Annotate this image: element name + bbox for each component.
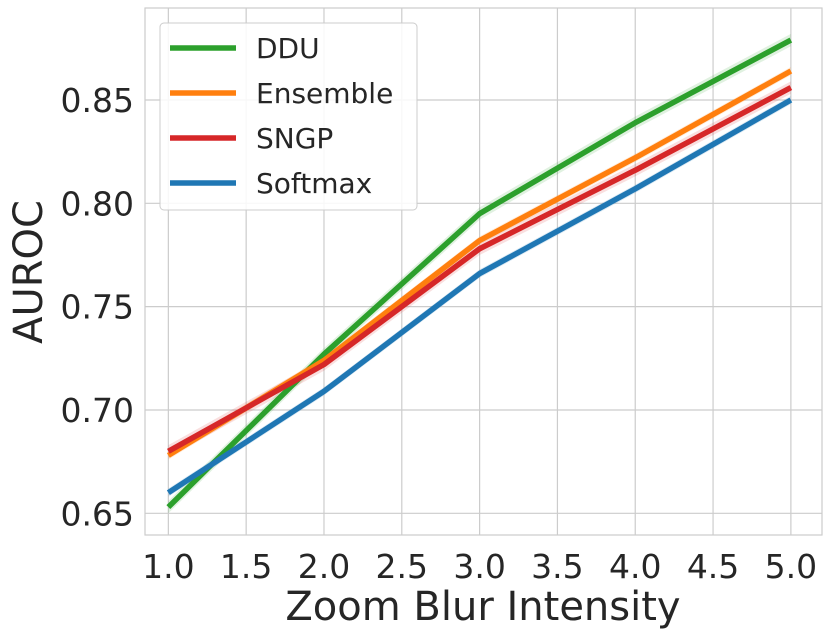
x-axis-title: Zoom Blur Intensity <box>285 584 680 630</box>
legend: DDU Ensemble SNGP Softmax <box>159 22 418 211</box>
series-line-softmax <box>166 97 793 495</box>
legend-item-softmax: Softmax <box>170 167 372 200</box>
x-tick-label: 2.5 <box>376 547 428 586</box>
x-tick-label: 5.0 <box>765 547 817 586</box>
y-tick-labels: 0.65 0.70 0.75 0.80 0.85 <box>61 81 134 533</box>
legend-label: SNGP <box>256 122 333 155</box>
x-tick-label: 3.0 <box>453 547 505 586</box>
legend-item-sngp: SNGP <box>170 122 333 155</box>
series-line-sngp <box>167 85 793 454</box>
x-tick-label: 1.0 <box>142 547 194 586</box>
x-tick-label: 4.5 <box>687 547 739 586</box>
legend-item-ensemble: Ensemble <box>170 77 393 110</box>
x-tick-label: 1.5 <box>220 547 272 586</box>
legend-frame <box>159 22 418 211</box>
x-tick-labels: 1.0 1.5 2.0 2.5 3.0 3.5 4.0 4.5 5.0 <box>142 547 817 586</box>
legend-label: Softmax <box>256 167 372 200</box>
y-tick-label: 0.70 <box>61 391 134 430</box>
series-lines <box>166 37 793 510</box>
y-tick-label: 0.65 <box>61 494 134 533</box>
series-line-ddu <box>166 37 793 510</box>
y-axis-title: AUROC <box>6 200 52 344</box>
plot-frame <box>144 7 823 536</box>
x-tick-label: 3.5 <box>531 547 583 586</box>
legend-label: DDU <box>256 32 320 65</box>
x-tick-label: 4.0 <box>609 547 661 586</box>
x-tick-label: 2.0 <box>298 547 350 586</box>
legend-item-ddu: DDU <box>170 32 320 65</box>
legend-label: Ensemble <box>256 77 393 110</box>
y-tick-label: 0.85 <box>61 81 134 120</box>
y-tick-label: 0.75 <box>61 288 134 327</box>
y-tick-label: 0.80 <box>61 184 134 223</box>
